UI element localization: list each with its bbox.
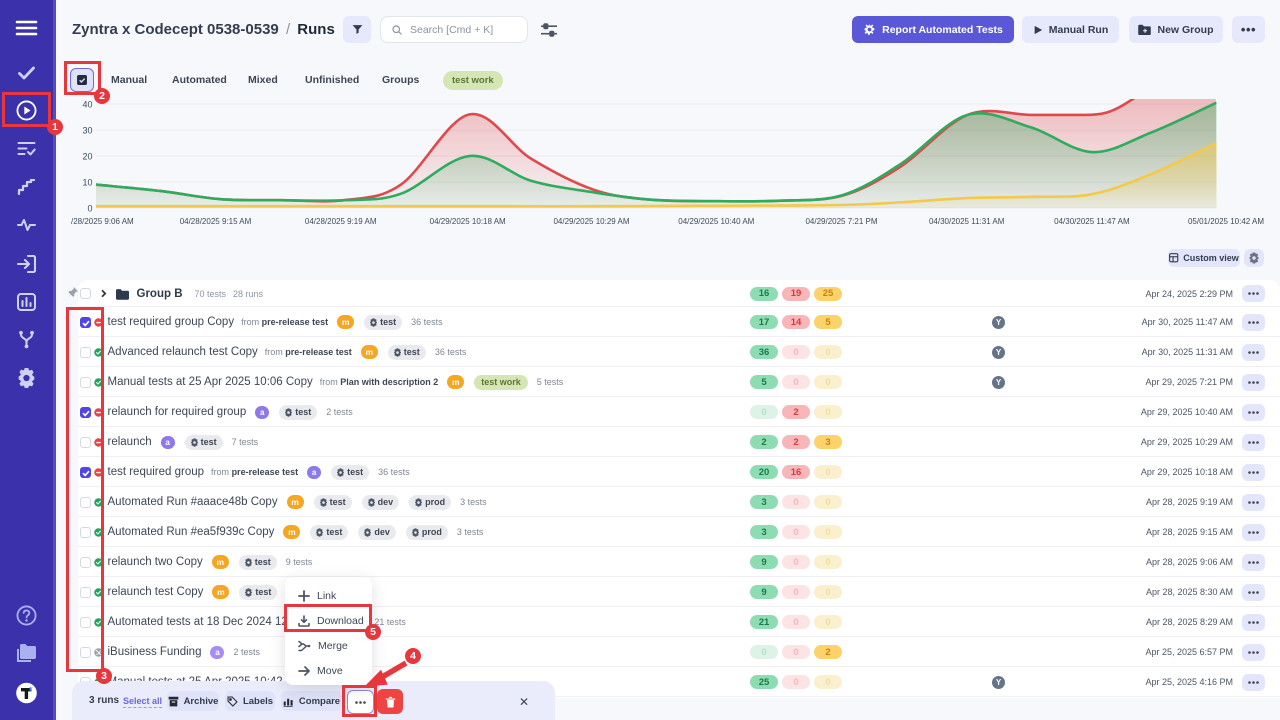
- svg-text:/28/2025 9:06 AM: /28/2025 9:06 AM: [71, 217, 134, 226]
- svg-text:04/30/2025 11:31 AM: 04/30/2025 11:31 AM: [929, 217, 1005, 226]
- svg-text:04/28/2025 9:15 AM: 04/28/2025 9:15 AM: [180, 217, 252, 226]
- svg-text:10: 10: [82, 178, 92, 188]
- svg-text:30: 30: [82, 126, 92, 136]
- svg-text:04/29/2025 10:29 AM: 04/29/2025 10:29 AM: [553, 217, 629, 226]
- svg-text:04/28/2025 9:19 AM: 04/28/2025 9:19 AM: [305, 217, 377, 226]
- svg-text:04/29/2025 10:40 AM: 04/29/2025 10:40 AM: [678, 217, 754, 226]
- svg-text:20: 20: [82, 152, 92, 162]
- svg-text:05/01/2025 10:42 AM: 05/01/2025 10:42 AM: [1188, 217, 1264, 226]
- svg-text:04/30/2025 11:47 AM: 04/30/2025 11:47 AM: [1054, 217, 1130, 226]
- svg-text:0: 0: [87, 204, 92, 214]
- svg-text:04/29/2025 10:18 AM: 04/29/2025 10:18 AM: [430, 217, 506, 226]
- svg-text:04/29/2025 7:21 PM: 04/29/2025 7:21 PM: [805, 217, 877, 226]
- svg-text:40: 40: [82, 100, 92, 110]
